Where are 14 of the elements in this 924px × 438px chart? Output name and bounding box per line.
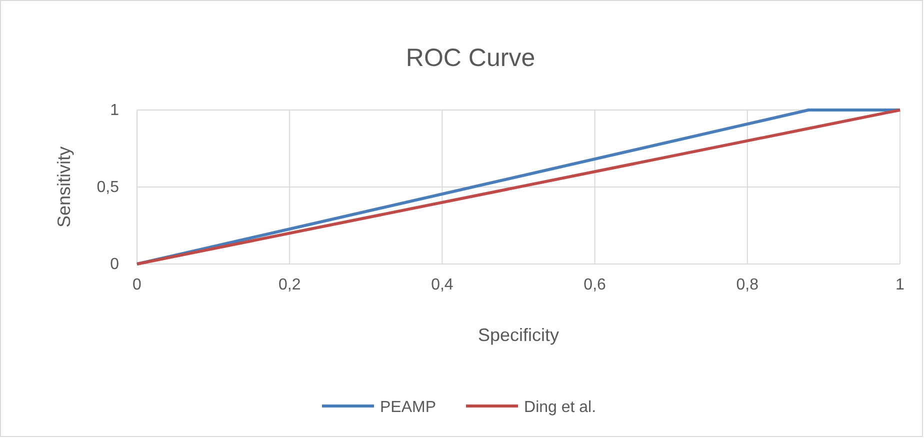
x-tick-label: 0: [132, 276, 142, 294]
x-tick-label: 0,6: [584, 276, 606, 294]
x-tick-label: 0,2: [278, 276, 301, 294]
legend-label: Ding et al.: [524, 399, 596, 416]
y-tick-label: 0,5: [96, 179, 120, 196]
chart-title: ROC Curve: [406, 44, 536, 72]
x-axis-title: Specificity: [478, 325, 560, 345]
y-tick-label: 0: [110, 256, 120, 274]
x-tick-label: 0,4: [431, 276, 454, 294]
y-axis-title: Sensitivity: [54, 146, 74, 228]
y-tick-label: 1: [110, 102, 120, 120]
legend-label: PEAMP: [380, 399, 436, 416]
x-tick-label: 0,8: [736, 276, 759, 294]
x-tick-label: 1: [896, 276, 905, 294]
